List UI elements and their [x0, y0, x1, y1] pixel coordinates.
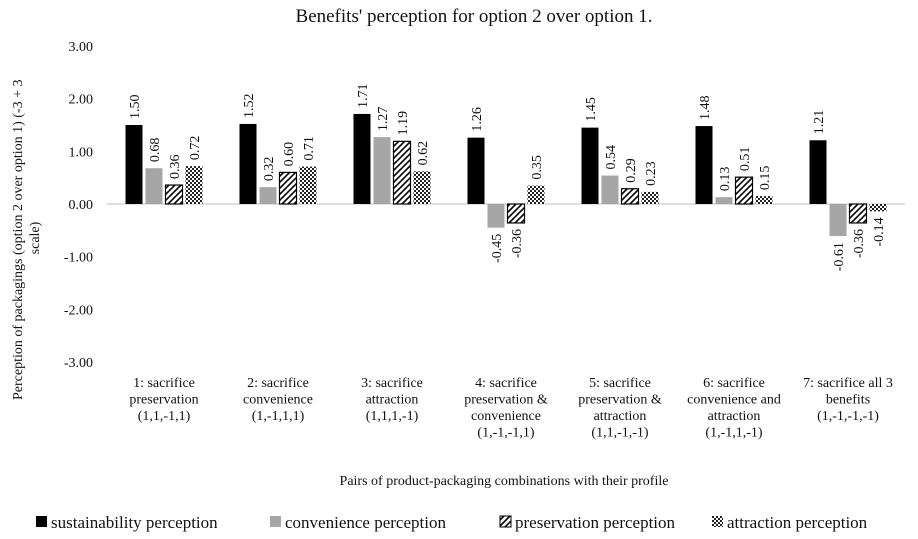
bar-attraction-perception — [185, 166, 203, 204]
legend-swatch — [270, 516, 281, 527]
data-label: 0.32 — [262, 157, 277, 182]
y-tick-label: -1.00 — [64, 251, 93, 266]
legend-item: sustainability perception — [36, 513, 218, 532]
bar-sustainability-perception — [809, 140, 827, 204]
x-category-label: 7: sacrifice all 3 benefits (1,-1,-1,-1) — [803, 376, 893, 424]
data-label: -0.36 — [510, 229, 525, 258]
data-label: 1.50 — [128, 95, 143, 120]
x-category-label: 4: sacrifice preservation & convenience (1,… — [464, 376, 548, 441]
x-category-labels: 1: sacrifice preservation (1,1,-1,1) 2: sac… — [129, 376, 893, 441]
bar-convenience-perception — [487, 204, 505, 228]
x-category-label: 2: sacrifice convenience (1,-1,1,1) — [243, 376, 313, 424]
bar-preservation-perception — [734, 176, 754, 205]
bar-attraction-perception — [527, 185, 545, 204]
data-label: 0.62 — [416, 141, 431, 166]
legend-label: convenience perception — [285, 513, 446, 532]
legend-item: preservation perception — [499, 513, 676, 532]
legend-item: attraction perception — [712, 513, 868, 532]
legend-swatch — [36, 516, 47, 527]
y-tick-label: 0.00 — [69, 198, 94, 213]
data-label: 1.26 — [470, 107, 485, 132]
data-label: 1.52 — [242, 93, 257, 118]
y-tick-label: 2.00 — [69, 93, 94, 108]
data-label: 0.72 — [188, 136, 203, 161]
data-label: -0.36 — [852, 229, 867, 258]
bar-sustainability-perception — [581, 127, 599, 204]
legend-label: sustainability perception — [51, 513, 218, 532]
legend-swatch — [712, 516, 723, 527]
bar-sustainability-perception — [695, 126, 713, 204]
data-label: 0.15 — [758, 166, 773, 191]
chart-title: Benefits' perception for option 2 over o… — [296, 6, 653, 27]
bar-preservation-perception — [506, 203, 526, 224]
data-label: 0.60 — [282, 142, 297, 167]
bar-series — [125, 113, 887, 237]
y-tick-labels: 3.00 2.00 1.00 0.00 -1.00 -2.00 -3.00 — [64, 40, 93, 371]
legend-label: preservation perception — [515, 513, 676, 532]
data-label: 0.54 — [604, 145, 619, 170]
legend-label: attraction perception — [727, 513, 868, 532]
x-category-label: 6: sacrifice convenience and attraction (1,… — [687, 376, 781, 441]
y-tick-label: -2.00 — [64, 303, 93, 318]
bar-convenience-perception — [601, 175, 619, 204]
data-label: 1.27 — [376, 107, 391, 132]
data-label: 1.21 — [812, 110, 827, 135]
bar-sustainability-perception — [353, 113, 371, 204]
x-category-label: 3: sacrifice attraction (1,1,1,-1) — [361, 376, 423, 424]
legend-item: convenience perception — [270, 513, 446, 532]
y-tick-label: -3.00 — [64, 356, 93, 371]
bar-convenience-perception — [715, 197, 733, 204]
bar-preservation-perception — [848, 203, 868, 224]
data-label: 0.51 — [738, 147, 753, 172]
bar-attraction-perception — [641, 191, 659, 204]
legend: sustainability perception convenience per… — [36, 513, 868, 532]
data-label: 1.48 — [698, 96, 713, 121]
bar-attraction-perception — [755, 196, 773, 204]
data-label: 1.45 — [584, 97, 599, 122]
data-label: 1.19 — [396, 111, 411, 136]
data-label: 0.71 — [302, 136, 317, 161]
bar-attraction-perception — [413, 171, 431, 204]
data-label: 0.68 — [148, 138, 163, 163]
data-label: 0.29 — [624, 158, 639, 183]
data-label: -0.61 — [832, 242, 847, 271]
data-label: 0.13 — [718, 167, 733, 192]
bar-sustainability-perception — [125, 125, 143, 204]
bar-preservation-perception — [164, 184, 184, 205]
bar-sustainability-perception — [239, 123, 257, 204]
x-category-label: 5: sacrifice preservation & attraction (1,1… — [578, 376, 662, 441]
data-label: -0.45 — [490, 234, 505, 263]
bar-preservation-perception — [392, 140, 412, 205]
data-labels: 1.50 0.68 0.36 0.72 1.52 0.32 0.60 0.71 1.71 1.27… — [128, 83, 887, 271]
x-category-label: 1: sacrifice preservation (1,1,-1,1) — [129, 376, 198, 424]
data-label: 0.23 — [644, 161, 659, 186]
bar-preservation-perception — [278, 171, 298, 205]
data-label: 0.36 — [168, 155, 183, 180]
bar-preservation-perception — [620, 188, 640, 205]
bar-sustainability-perception — [467, 137, 485, 204]
y-axis-title: Perception of packagings (option 2 over … — [11, 76, 43, 400]
legend-swatch — [499, 515, 512, 528]
data-label: 0.35 — [530, 155, 545, 180]
bar-convenience-perception — [373, 137, 391, 204]
bar-convenience-perception — [145, 168, 163, 204]
data-label: 1.71 — [356, 83, 371, 108]
x-axis-title: Pairs of product-packaging combinations … — [340, 474, 669, 489]
bar-attraction-perception — [299, 166, 317, 204]
bar-attraction-perception — [869, 204, 887, 212]
data-label: -0.14 — [872, 217, 887, 246]
y-tick-label: 1.00 — [69, 145, 94, 160]
bar-convenience-perception — [259, 187, 277, 204]
bar-convenience-perception — [829, 204, 847, 237]
y-tick-label: 3.00 — [69, 40, 94, 55]
